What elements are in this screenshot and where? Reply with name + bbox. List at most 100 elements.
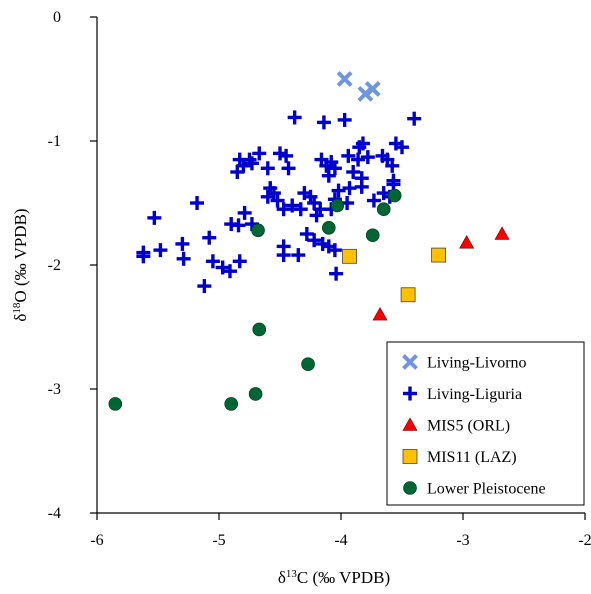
legend-label: MIS11 (LAZ) bbox=[427, 449, 517, 466]
data-point bbox=[351, 152, 366, 167]
data-point bbox=[407, 111, 422, 126]
series-mis11-laz bbox=[342, 247, 447, 303]
data-point bbox=[321, 168, 336, 183]
legend-label: MIS5 (ORL) bbox=[427, 418, 510, 435]
series-lower-pleistocene bbox=[108, 188, 402, 411]
data-point bbox=[248, 387, 263, 401]
data-point bbox=[237, 205, 252, 220]
legend-marker bbox=[402, 417, 418, 431]
data-point bbox=[329, 266, 344, 281]
data-point bbox=[299, 227, 314, 241]
legend-item: Lower Pleistocene bbox=[403, 481, 546, 498]
y-tick-label: -2 bbox=[48, 257, 61, 274]
data-point bbox=[354, 179, 369, 194]
x-axis-title: δ13C (‰ VPDB) bbox=[278, 568, 390, 587]
data-point bbox=[321, 221, 336, 235]
legend-box bbox=[386, 341, 585, 506]
data-point bbox=[279, 148, 294, 163]
data-point bbox=[459, 235, 475, 249]
legend-marker bbox=[403, 481, 417, 495]
data-point bbox=[346, 165, 361, 179]
y-tick-label: 0 bbox=[53, 9, 61, 26]
x-tick-label: -4 bbox=[334, 532, 347, 549]
data-point bbox=[205, 254, 220, 269]
data-point bbox=[190, 196, 205, 210]
data-point bbox=[309, 208, 324, 223]
data-point bbox=[364, 81, 381, 97]
legend-label: Living-Livorno bbox=[427, 355, 527, 372]
legend-marker bbox=[402, 449, 418, 464]
y-tick-label: -3 bbox=[48, 381, 61, 398]
data-point bbox=[352, 140, 367, 155]
x-tick-label: -2 bbox=[578, 532, 591, 549]
data-point bbox=[197, 279, 212, 294]
legend-item: MIS11 (LAZ) bbox=[402, 449, 517, 466]
data-point bbox=[276, 202, 291, 217]
legend-item: Living-Liguria bbox=[403, 386, 522, 403]
data-point bbox=[319, 158, 334, 173]
data-point bbox=[316, 115, 331, 130]
y-axis-title: δ18O (‰ VPDB) bbox=[11, 208, 30, 321]
series-living-liguria bbox=[136, 110, 422, 294]
series-mis5-orl bbox=[372, 226, 510, 321]
data-point bbox=[176, 251, 191, 266]
series-living-livorno bbox=[336, 71, 381, 102]
axes: -6 -5 -4 -3 -2 0 -1 -2 -3 -4 bbox=[48, 9, 591, 549]
legend-marker bbox=[403, 386, 417, 401]
data-point bbox=[301, 357, 315, 372]
data-point bbox=[387, 188, 402, 203]
data-point bbox=[252, 146, 267, 161]
data-point bbox=[222, 264, 237, 279]
data-point bbox=[175, 236, 190, 251]
data-point bbox=[147, 210, 162, 225]
data-point bbox=[108, 397, 123, 411]
data-point bbox=[327, 243, 342, 258]
data-point bbox=[331, 183, 346, 198]
data-point bbox=[281, 161, 296, 176]
data-point bbox=[360, 150, 375, 165]
data-point bbox=[342, 181, 357, 196]
data-point bbox=[260, 189, 275, 204]
data-point bbox=[136, 249, 151, 264]
x-tick-label: -3 bbox=[456, 532, 469, 549]
data-point bbox=[341, 148, 356, 163]
data-point bbox=[260, 161, 275, 176]
data-point bbox=[224, 217, 239, 232]
data-point bbox=[215, 260, 230, 275]
data-point bbox=[494, 226, 510, 240]
data-point bbox=[365, 228, 380, 243]
data-point bbox=[252, 322, 267, 337]
y-tick-label: -1 bbox=[48, 133, 61, 150]
data-point bbox=[202, 230, 217, 245]
legend-item: MIS5 (ORL) bbox=[402, 417, 510, 435]
data-point bbox=[337, 112, 352, 127]
data-point bbox=[293, 202, 308, 217]
legend-item: Living-Livorno bbox=[402, 354, 527, 372]
data-point bbox=[307, 233, 322, 248]
data-point bbox=[327, 161, 342, 176]
data-point bbox=[291, 248, 306, 263]
legend-marker bbox=[402, 354, 418, 370]
data-marks bbox=[108, 71, 510, 411]
data-point bbox=[400, 287, 416, 303]
data-point bbox=[230, 165, 245, 179]
x-tick-label: -6 bbox=[90, 532, 103, 549]
data-point bbox=[285, 198, 300, 213]
data-point bbox=[330, 198, 345, 213]
data-point bbox=[251, 223, 265, 238]
data-point bbox=[153, 243, 168, 258]
data-point bbox=[232, 254, 247, 269]
legend: Living-Livorno Living-Liguria MIS5 (ORL) MI… bbox=[386, 341, 585, 506]
y-tick-label: -4 bbox=[48, 505, 61, 522]
data-point bbox=[385, 158, 400, 173]
data-point bbox=[395, 140, 409, 155]
data-point bbox=[244, 156, 259, 171]
data-point bbox=[431, 247, 447, 263]
data-point bbox=[270, 193, 285, 208]
legend-label: Living-Liguria bbox=[427, 386, 522, 403]
data-point bbox=[342, 248, 357, 264]
data-point bbox=[287, 110, 302, 125]
data-point bbox=[276, 248, 291, 263]
data-point bbox=[376, 202, 391, 216]
